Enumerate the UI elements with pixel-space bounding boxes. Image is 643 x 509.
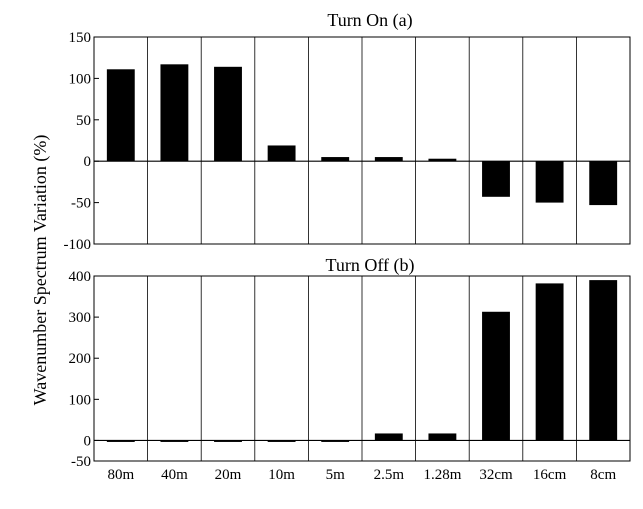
chart-bottom-ytick-label: 400	[69, 269, 92, 285]
chart-bottom-ytick-label: 200	[69, 351, 92, 367]
chart-top-bar-80m	[106, 69, 135, 162]
y-axis-label: Wavenumber Spectrum Variation (%)	[30, 135, 51, 406]
chart-bottom-bar-8cm	[589, 280, 618, 441]
chart-top-ytick-label: 50	[76, 113, 91, 129]
chart-bottom-bar-1.28m	[428, 433, 457, 441]
chart-bottom-category-label: 16cm	[533, 467, 567, 483]
chart-bottom-category-label: 40m	[161, 467, 188, 483]
chart-bottom-bar-20m	[214, 440, 242, 442]
chart-bottom-category-label: 32cm	[479, 467, 513, 483]
chart-bottom-category-label: 10m	[268, 467, 295, 483]
chart-top-ytick-label: 0	[84, 154, 92, 170]
chart-bottom-bar-10m	[267, 440, 296, 442]
chart-bottom-bar-80m	[106, 440, 135, 442]
chart-bottom-plot: -50 0 100 200 300 400 80m 40m 20m 10m 5m 2.5m 1.28m 3…	[69, 269, 631, 483]
chart-bottom-category-label: 5m	[326, 467, 346, 483]
chart-bottom-category-label: 8cm	[590, 467, 616, 483]
chart-bottom-category-label: 80m	[107, 467, 134, 483]
chart-bottom-category-label: 1.28m	[423, 467, 461, 483]
chart-top-bar-16cm	[535, 161, 564, 203]
chart-top-bar-5m	[321, 157, 350, 162]
chart-top-ytick-label: -100	[64, 237, 92, 253]
chart-top-ytick-label: 150	[69, 30, 92, 46]
chart-bottom-bar-2.5m	[374, 433, 403, 441]
chart-top-bar-2.5m	[374, 157, 403, 162]
chart-bottom-title: Turn Off (b)	[325, 255, 414, 276]
chart-top-title: Turn On (a)	[327, 10, 412, 31]
chart-bottom-ytick-label: -50	[71, 454, 91, 470]
chart-bottom-ytick-label: 300	[69, 310, 92, 326]
chart-top-bar-40m	[160, 64, 189, 162]
chart-bottom-bar-32cm	[482, 311, 510, 441]
chart-bottom-ytick-label: 100	[69, 392, 92, 408]
chart-bottom-bar-5m	[321, 440, 350, 442]
chart-bottom-ytick-label: 0	[84, 433, 92, 449]
chart-top-ytick-label: 100	[69, 71, 92, 87]
chart-bottom-bar-16cm	[535, 283, 564, 441]
chart-bottom: Turn Off (b) -50 0 100 200 300 400 80m 40m 20m 10…	[69, 255, 631, 483]
chart-top-bar-20m	[214, 66, 242, 162]
chart-top-bar-10m	[267, 145, 296, 162]
chart-top-ytick-label: -50	[71, 196, 91, 212]
chart-top: Turn On (a) -100 -50 0 50 100 150	[64, 10, 631, 253]
chart-top-bar-8cm	[589, 161, 618, 206]
chart-bottom-category-label: 2.5m	[374, 467, 405, 483]
chart-bottom-bar-40m	[160, 440, 189, 442]
chart-top-bar-32cm	[482, 161, 510, 197]
chart-bottom-category-label: 20m	[215, 467, 242, 483]
chart-top-plot: -100 -50 0 50 100 150	[64, 30, 631, 253]
chart-top-bar-1.28m	[428, 158, 457, 162]
